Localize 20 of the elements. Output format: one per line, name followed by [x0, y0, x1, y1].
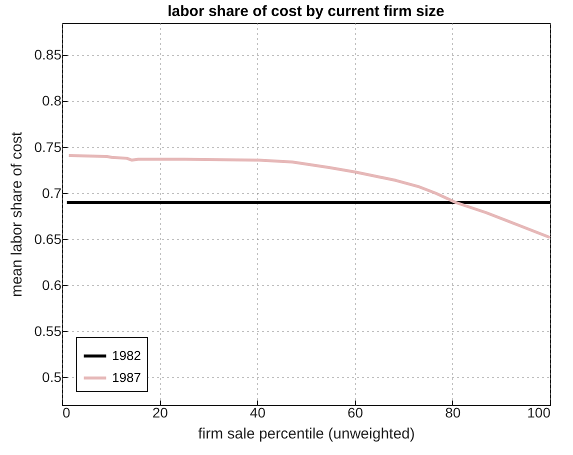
x-tick-label: 60 [348, 404, 364, 420]
y-tick-label: 0.85 [34, 46, 62, 63]
legend-label: 1982 [112, 348, 141, 363]
y-tick-label: 0.8 [42, 92, 62, 109]
x-tick-label: 20 [152, 404, 168, 420]
x-tick-label: 40 [250, 404, 266, 420]
y-axis-title: mean labor share of cost [8, 131, 26, 298]
y-tick-label: 0.7 [42, 184, 62, 201]
chart-title: labor share of cost by current firm size [168, 3, 444, 20]
y-tick-label: 0.5 [42, 368, 62, 385]
y-tick-label: 0.65 [34, 230, 62, 247]
y-tick-label: 0.55 [34, 322, 62, 339]
x-tick-label: 100 [527, 404, 551, 420]
x-tick-label: 0 [62, 404, 70, 420]
legend-label: 1987 [112, 370, 141, 385]
x-tick-label: 80 [445, 404, 461, 420]
line-series [67, 154, 552, 239]
y-tick-label: 0.6 [42, 276, 62, 293]
y-tick-label: 0.75 [34, 138, 62, 155]
x-axis-title: firm sale percentile (unweighted) [198, 426, 415, 442]
